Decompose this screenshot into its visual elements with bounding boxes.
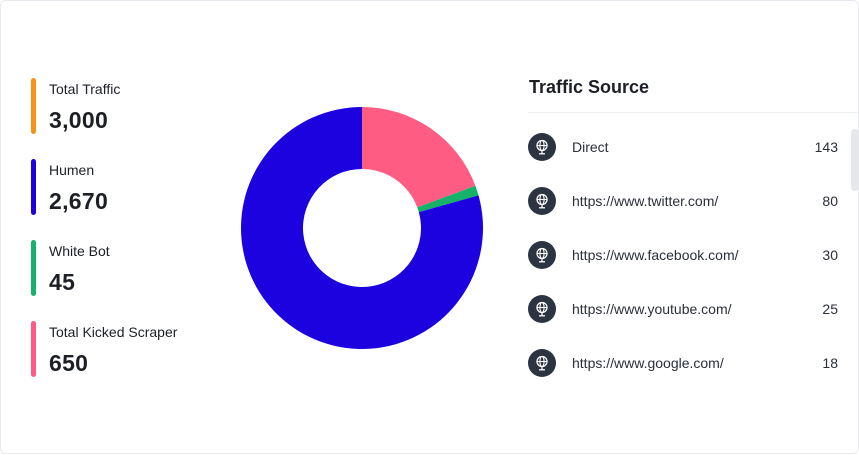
source-name: https://www.google.com/ [572, 355, 724, 371]
stat-label: White Bot [49, 243, 110, 259]
panel-title: Traffic Source [529, 77, 650, 97]
source-count: 18 [822, 355, 838, 371]
stat-white-bot: White Bot 45 [31, 240, 177, 296]
stat-label: Total Kicked Scraper [49, 324, 178, 340]
stat-value: 3,000 [49, 107, 109, 133]
globe-icon [528, 349, 556, 377]
divider [528, 112, 859, 113]
source-count: 143 [814, 139, 838, 155]
source-name: Direct [572, 139, 609, 155]
stat-color-bar [31, 78, 36, 134]
list-item: https://www.youtube.com/ 25 [528, 293, 840, 347]
stat-color-bar [31, 321, 36, 377]
list-item: Direct 143 [528, 131, 840, 185]
source-count: 30 [822, 247, 838, 263]
globe-icon [528, 187, 556, 215]
source-name: https://www.twitter.com/ [572, 193, 719, 209]
stat-label: Total Traffic [49, 81, 121, 97]
traffic-source-list: Direct 143 https://www.twitter.com/ 80 h… [528, 131, 840, 401]
source-count: 25 [822, 301, 838, 317]
globe-icon [528, 295, 556, 323]
globe-icon [528, 241, 556, 269]
traffic-source-panel: Traffic Source Direct 143 https://www.tw… [528, 1, 859, 455]
stat-value: 45 [49, 269, 76, 295]
stat-value: 650 [49, 350, 89, 376]
stats-list: Total Traffic 3,000 Humen 2,670 White Bo… [31, 78, 177, 402]
stat-total-traffic: Total Traffic 3,000 [31, 78, 177, 134]
stat-color-bar [31, 159, 36, 215]
stat-humen: Humen 2,670 [31, 159, 177, 215]
source-name: https://www.facebook.com/ [572, 247, 739, 263]
stat-value: 2,670 [49, 188, 109, 214]
donut-slice-humen[interactable] [241, 107, 483, 349]
traffic-donut-chart[interactable] [241, 107, 483, 349]
globe-icon [528, 133, 556, 161]
donut-slice-total-kicked-scraper[interactable] [362, 107, 476, 208]
stat-total-kicked-scraper: Total Kicked Scraper 650 [31, 321, 177, 377]
list-item: https://www.google.com/ 18 [528, 347, 840, 401]
list-item: https://www.facebook.com/ 30 [528, 239, 840, 293]
stat-color-bar [31, 240, 36, 296]
scrollbar-thumb[interactable] [851, 129, 859, 191]
list-item: https://www.twitter.com/ 80 [528, 185, 840, 239]
donut-slice-white-bot[interactable] [417, 185, 479, 213]
source-count: 80 [822, 193, 838, 209]
stat-label: Humen [49, 162, 95, 178]
source-name: https://www.youtube.com/ [572, 301, 732, 317]
